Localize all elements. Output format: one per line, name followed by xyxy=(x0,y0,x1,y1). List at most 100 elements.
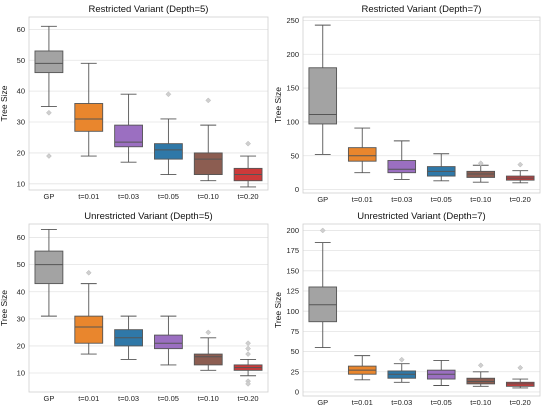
y-tick-label: 20 xyxy=(17,149,25,158)
y-tick-label: 125 xyxy=(286,287,299,296)
x-tick-label: t=0.05 xyxy=(158,192,179,201)
outlier-point xyxy=(245,381,251,387)
panel-title: Unrestricted Variant (Depth=5) xyxy=(84,211,212,222)
box-iqr xyxy=(74,103,104,132)
axes-frame xyxy=(28,223,269,393)
panel-title: Restricted Variant (Depth=7) xyxy=(362,4,482,15)
y-tick-label: 150 xyxy=(286,266,299,275)
outlier-point xyxy=(85,269,92,276)
box-t=0.05 xyxy=(154,315,183,366)
y-tick-label: 200 xyxy=(286,226,299,235)
chart-panel-3: 10 20 30 40 50 60 Unrestricted Variant (Depth=… xyxy=(0,211,269,403)
box-t=0.01 xyxy=(347,355,377,381)
chart-panel-1: 10 20 30 40 50 60 Restricted Variant (Depth=5)… xyxy=(0,4,269,201)
y-axis-label: Tree Size xyxy=(273,292,283,328)
chart-panel-4: 0 25 50 75 100 125 150 175 200 Unrestricted Varia… xyxy=(273,211,541,407)
box-GP xyxy=(308,24,338,155)
box-iqr xyxy=(193,353,223,366)
y-tick-label: 250 xyxy=(286,16,299,25)
box-t=0.20 xyxy=(505,364,535,389)
box-iqr xyxy=(34,50,64,74)
outlier-point xyxy=(205,329,212,336)
x-tick-label: t=0.20 xyxy=(510,195,531,204)
x-tick-label: t=0.03 xyxy=(391,195,412,204)
x-tick-label: t=0.10 xyxy=(470,195,491,204)
y-tick-label: 60 xyxy=(17,233,25,242)
box-t=0.01 xyxy=(347,127,377,174)
y-tick-label: 175 xyxy=(286,246,299,255)
box-iqr xyxy=(347,147,377,162)
box-iqr xyxy=(193,152,223,176)
axes-frame xyxy=(302,223,541,397)
box-t=0.03 xyxy=(387,356,417,383)
box-t=0.10 xyxy=(466,160,496,183)
y-tick-label: 40 xyxy=(17,87,25,96)
box-iqr xyxy=(74,315,104,344)
outlier-point xyxy=(245,140,251,147)
y-tick-label: 50 xyxy=(17,260,25,269)
outlier-point xyxy=(319,227,326,234)
y-tick-label: 10 xyxy=(17,369,25,378)
outlier-point xyxy=(165,91,172,98)
box-GP xyxy=(34,25,64,159)
x-tick-label: t=0.01 xyxy=(352,398,373,407)
outlier-point xyxy=(205,97,212,104)
box-t=0.20 xyxy=(233,340,263,387)
y-tick-label: 30 xyxy=(17,118,25,127)
box-t=0.01 xyxy=(74,269,104,355)
y-axis-label: Tree Size xyxy=(0,290,9,326)
x-tick-label: t=0.03 xyxy=(118,192,139,201)
y-tick-label: 50 xyxy=(291,347,299,356)
box-t=0.05 xyxy=(426,153,456,182)
x-tick-label: GP xyxy=(43,192,54,201)
box-t=0.10 xyxy=(193,329,223,371)
y-tick-label: 0 xyxy=(295,185,299,194)
y-tick-label: 200 xyxy=(286,50,299,59)
x-tick-label: t=0.01 xyxy=(78,394,99,403)
box-iqr xyxy=(308,67,338,125)
y-tick-label: 0 xyxy=(295,388,299,397)
outlier-point xyxy=(477,160,484,167)
outlier-point xyxy=(245,340,251,347)
outlier-point xyxy=(46,153,52,159)
x-tick-label: GP xyxy=(317,195,328,204)
box-t=0.20 xyxy=(233,140,263,188)
x-tick-label: t=0.10 xyxy=(470,398,491,407)
box-t=0.03 xyxy=(114,93,143,163)
box-t=0.03 xyxy=(387,140,417,180)
outlier-point xyxy=(245,351,251,357)
outlier-point xyxy=(517,161,524,168)
box-t=0.03 xyxy=(114,315,143,360)
box-t=0.20 xyxy=(505,161,535,184)
x-tick-label: t=0.20 xyxy=(238,192,259,201)
y-axis-label: Tree Size xyxy=(273,87,283,123)
y-tick-label: 30 xyxy=(17,314,25,323)
x-tick-label: t=0.01 xyxy=(78,192,99,201)
box-t=0.05 xyxy=(426,360,456,386)
box-iqr xyxy=(387,160,417,174)
x-tick-label: t=0.10 xyxy=(198,394,219,403)
outlier-point xyxy=(398,356,405,363)
outlier-point xyxy=(477,362,484,369)
x-tick-label: t=0.03 xyxy=(118,394,139,403)
y-tick-label: 20 xyxy=(17,342,25,351)
chart-panel-2: 0 50 100 150 200 250 Restricted Variant (Depth… xyxy=(273,4,541,204)
box-GP xyxy=(308,227,338,348)
box-iqr xyxy=(154,334,183,350)
box-GP xyxy=(34,228,64,317)
box-iqr xyxy=(34,250,64,285)
y-tick-label: 75 xyxy=(291,327,299,336)
panel-title: Unrestricted Variant (Depth=7) xyxy=(357,211,485,222)
outlier-point xyxy=(46,109,52,116)
y-axis-label: Tree Size xyxy=(0,85,9,121)
x-tick-label: t=0.01 xyxy=(352,195,373,204)
x-tick-label: t=0.05 xyxy=(158,394,179,403)
box-t=0.10 xyxy=(193,97,223,182)
box-t=0.10 xyxy=(466,362,496,387)
y-tick-label: 150 xyxy=(286,84,299,93)
x-tick-label: GP xyxy=(317,398,328,407)
y-tick-label: 60 xyxy=(17,25,25,34)
box-iqr xyxy=(154,143,183,160)
y-tick-label: 50 xyxy=(17,56,25,65)
box-t=0.01 xyxy=(74,62,104,157)
